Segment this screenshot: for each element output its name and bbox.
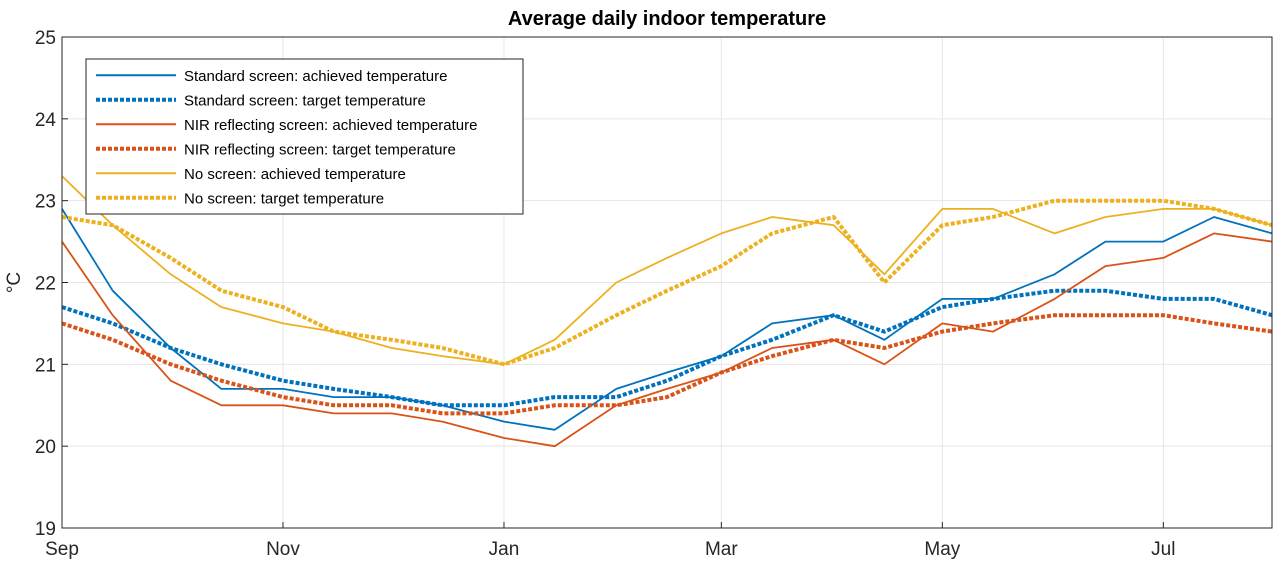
y-tick-label: 24 [35,110,57,131]
series-line-4 [61,313,1273,416]
series-line-2 [61,288,1273,408]
series-line-3 [61,232,1273,448]
x-tick-label: Jan [489,539,520,560]
x-tick-label: Sep [45,539,79,560]
y-tick-label: 20 [35,437,56,458]
y-axis-label: °C [4,272,25,293]
legend-label: Standard screen: target temperature [184,92,426,109]
legend-label: No screen: achieved temperature [184,166,406,183]
x-tick-labels: Sep Nov Jan Mar May Jul [45,522,1175,560]
x-tick-label: Mar [705,539,738,560]
series-lines [61,175,1273,448]
legend-label: NIR reflecting screen: achieved temperat… [184,117,477,134]
y-tick-label: 21 [35,355,56,376]
x-tick-label: Jul [1151,539,1175,560]
y-tick-labels: 19 20 21 22 23 24 25 [35,28,68,540]
x-tick-label: Nov [266,539,300,560]
x-tick-label: May [924,539,960,560]
legend-label: NIR reflecting screen: target temperatur… [184,141,456,158]
legend-label: No screen: target temperature [184,190,384,207]
legend-box [85,58,524,215]
chart-title: Average daily indoor temperature [508,8,826,30]
series-line-6 [61,198,1273,367]
y-tick-label: 23 [35,192,56,213]
legend-label: Standard screen: achieved temperature [184,68,448,85]
series-line-5 [61,175,1273,366]
legend: Standard screen: achieved temperature Sta… [85,58,524,215]
series-line-1 [61,208,1273,431]
y-tick-label: 19 [35,519,56,540]
y-tick-label: 22 [35,274,56,295]
y-tick-label: 25 [35,28,56,49]
